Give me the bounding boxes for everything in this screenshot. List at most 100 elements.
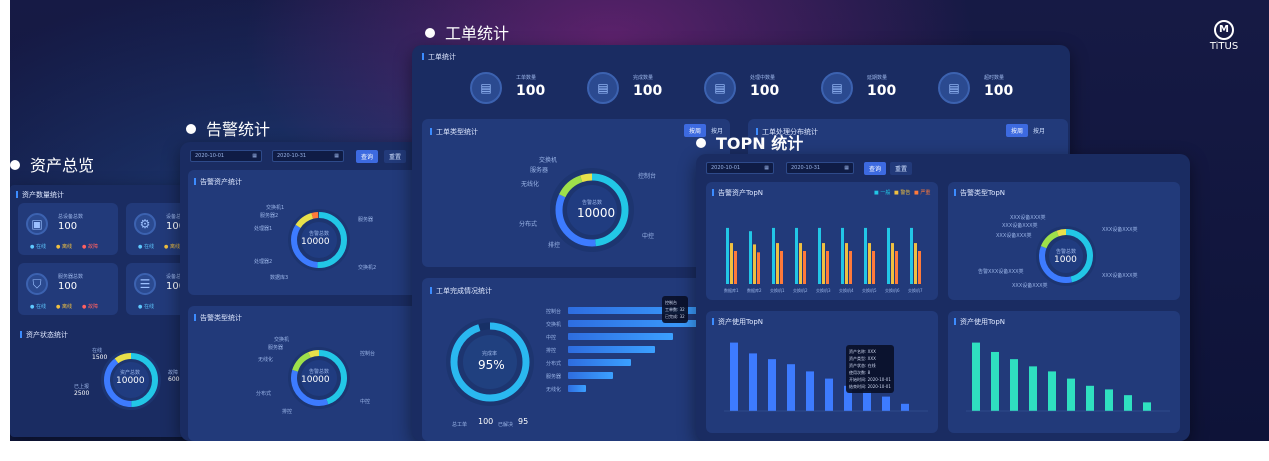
alarm-topn-bar[interactable]: [849, 251, 852, 284]
topn-bar[interactable]: [1067, 378, 1075, 411]
topn-date-start[interactable]: 2020-10-01 ▦: [706, 162, 774, 174]
alarm-topn-bar[interactable]: [803, 251, 806, 284]
tooltip-line: 资产类型: XXX: [849, 356, 876, 361]
alarm-topn-bar[interactable]: [772, 227, 775, 284]
topn-bar[interactable]: [882, 396, 890, 411]
workorder-dist-title: 工单处理分布统计: [756, 127, 818, 137]
stat-label: 超时数量: [984, 75, 1005, 81]
topn-reset-button[interactable]: 重置: [890, 162, 913, 175]
alarm-topn-bar[interactable]: [818, 227, 821, 284]
topn-bar[interactable]: [730, 342, 738, 411]
alarm-topn-bar[interactable]: [868, 243, 871, 284]
topn-bar[interactable]: [1048, 371, 1056, 411]
alarm-topn-bar[interactable]: [841, 227, 844, 284]
legend-online: ● 在线: [30, 304, 46, 310]
topn-bar[interactable]: [901, 403, 909, 411]
donut-label: 控制台: [638, 173, 657, 180]
alarm-topn-bar[interactable]: [845, 243, 848, 284]
asset-card-1[interactable]: ▣ 总设备总数 100 ● 在线 ● 离线 ● 故障: [18, 203, 118, 255]
network-icon: ⚙: [134, 213, 156, 235]
completion-bar[interactable]: [568, 307, 711, 314]
bar-label: 交换机: [546, 322, 562, 328]
alarm-topn-bar[interactable]: [734, 251, 737, 284]
stat-label: 完成数量: [633, 75, 654, 81]
topn-bar[interactable]: [768, 359, 776, 411]
alarm-topn-bar[interactable]: [795, 227, 798, 284]
completion-bar[interactable]: [568, 385, 586, 392]
topn-bar[interactable]: [1124, 395, 1132, 411]
alarm-topn-bar[interactable]: [872, 251, 875, 284]
legend-online: ● 在线: [30, 244, 46, 250]
alarm-topn-bar[interactable]: [822, 243, 825, 284]
donut-label: 中控: [642, 233, 655, 240]
tooltip-line: 开始时间: 2020-10-01: [849, 377, 891, 382]
alarm-query-button[interactable]: 查询: [356, 150, 379, 163]
alarm-topn-bar[interactable]: [749, 231, 752, 284]
topn-bar[interactable]: [825, 378, 833, 411]
completion-bar[interactable]: [568, 372, 613, 379]
toggle-week-button[interactable]: 按周: [684, 124, 707, 137]
donut-label: 服务器2: [260, 213, 279, 219]
alarm-topn-card: 告警资产TopN ■ 一般 ■ 警告 ■ 严重 数据库1 数据库2 交换机1 交换机2…: [706, 182, 938, 300]
alarm-topn-bar[interactable]: [914, 243, 917, 284]
alarm-topn-bar[interactable]: [730, 243, 733, 284]
topn-bar[interactable]: [991, 351, 999, 411]
completion-bar[interactable]: [568, 359, 631, 366]
alarm-topn-bar[interactable]: [891, 243, 894, 284]
alarm-reset-button[interactable]: 重置: [384, 150, 407, 163]
alarm-topn-bar[interactable]: [864, 227, 867, 284]
asset-status-title: 资产状态统计: [20, 330, 68, 340]
alarm-date-start[interactable]: 2020-10-01 ▦: [190, 150, 262, 162]
donut-label: 在线: [92, 348, 103, 354]
stat-value: 100: [750, 83, 780, 99]
topn-bar[interactable]: [1029, 366, 1037, 411]
bar-label: 控制台: [546, 309, 562, 315]
topn-bar[interactable]: [1105, 389, 1113, 411]
topn-bar[interactable]: [972, 342, 980, 411]
topn-bar[interactable]: [844, 385, 852, 411]
bar-label: 中控: [546, 335, 557, 341]
alarm-topn-bar[interactable]: [753, 244, 756, 284]
calendar-icon: ▦: [252, 153, 257, 159]
completion-bar[interactable]: [568, 320, 700, 327]
x-tick-label: 数据库2: [747, 287, 762, 293]
total-value: 100: [478, 417, 494, 426]
donut-label: 无线化: [521, 181, 540, 188]
alarm-topn-bar[interactable]: [776, 243, 779, 284]
alarm-topn-bar[interactable]: [799, 243, 802, 284]
alarm-topn-bar[interactable]: [780, 251, 783, 284]
donut-label: 交换机1: [266, 205, 285, 211]
alarm-topn-bar[interactable]: [918, 251, 921, 284]
x-tick-label: 交换机7: [908, 287, 923, 293]
alarm-topn-bar[interactable]: [726, 227, 729, 284]
donut-label: 中控: [360, 399, 371, 405]
alarm-topn-bar[interactable]: [757, 252, 760, 284]
topn-bar[interactable]: [806, 371, 814, 411]
topn-bar[interactable]: [1143, 402, 1151, 411]
asset-card-3[interactable]: ⛉ 服务器总数 100 ● 在线 ● 离线 ● 故障: [18, 263, 118, 315]
completion-bar[interactable]: [568, 346, 655, 353]
alarm-topn-bar[interactable]: [826, 251, 829, 284]
database-icon: ☰: [134, 273, 156, 295]
topn-bar[interactable]: [1010, 359, 1018, 411]
shield-icon: ⛉: [26, 273, 48, 295]
topn-bar[interactable]: [749, 353, 757, 411]
alarm-asset-donut: [288, 209, 350, 271]
completion-bar[interactable]: [568, 333, 673, 340]
toggle-month-button[interactable]: 按月: [1028, 124, 1051, 137]
donut-center-label: 资产总数: [120, 370, 141, 376]
topn-bar[interactable]: [1086, 385, 1094, 411]
asset-use-bars: [966, 342, 1170, 412]
alarm-topn-bar[interactable]: [887, 227, 890, 284]
alarm-date-end[interactable]: 2020-10-31 ▦: [272, 150, 344, 162]
tooltip-line: 资产状态: 在线: [849, 363, 876, 368]
topn-query-button[interactable]: 查询: [864, 162, 887, 175]
toggle-week-button[interactable]: 按周: [1006, 124, 1029, 137]
alarm-topn-bar[interactable]: [895, 251, 898, 284]
topn-date-end[interactable]: 2020-10-31 ▦: [786, 162, 854, 174]
toggle-month-button[interactable]: 按月: [706, 124, 729, 137]
alarm-topn-bar[interactable]: [910, 227, 913, 284]
calendar-icon: ▦: [844, 165, 849, 171]
topn-bar[interactable]: [863, 390, 871, 411]
topn-bar[interactable]: [787, 364, 795, 411]
